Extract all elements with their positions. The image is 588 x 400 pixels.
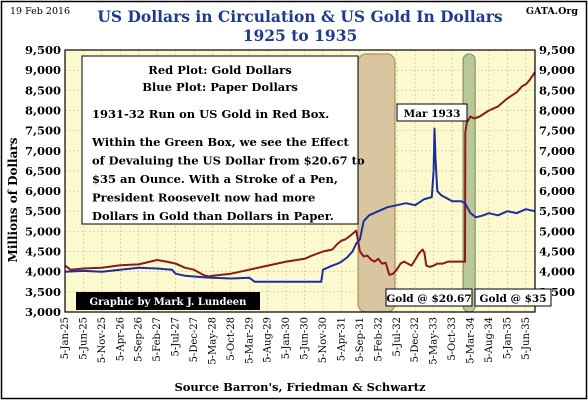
y-tick-label-right: 7,000 [539,144,575,158]
mar-1933-box [396,103,468,122]
series-layer [64,71,536,283]
x-tick-label: 5-May-33 [429,317,440,365]
y-tick-label-left: 9,500 [25,43,61,57]
y-tick-label-left: 7,000 [25,144,61,158]
y-tick-label-right: 9,000 [539,63,575,77]
gold-35-label: Gold @ $35 [479,293,546,305]
y-tick-label-right: 4,500 [539,245,575,259]
x-axis: 5-Jan-25 5-Jun-25 5-Nov-25 5-Apr-26 5-Sep-26… [60,317,532,365]
plot-border [64,49,536,313]
x-tick-label: 5-Jan-35 [502,317,513,359]
legend-red-text: Red Plot: Gold Dollars [148,63,291,77]
y-tick-label-left: 8,500 [25,83,61,97]
annotation-box [81,55,359,225]
credit-box [76,292,260,310]
x-tick-label: 5-Feb-32 [373,317,384,362]
y-tick-label-right: 6,000 [539,184,575,198]
y-axis-left: 3,000 3,500 4,000 4,500 5,000 5,500 6,000 6,500… [25,43,61,319]
y-tick-label-left: 5,000 [25,224,61,238]
x-tick-label: 5-Aug-29 [263,317,274,363]
devaluation-note: Within the Green Box, we see the Effect o… [91,135,365,223]
x-tick-label: 5-Mar-29 [244,317,255,364]
gold-35-box [474,288,552,307]
credit-label: Graphic by Mark J. Lundeen [90,297,248,308]
x-tick-label: 5-Oct-28 [226,317,237,361]
y-axis-title: Millions of Dollars [6,137,20,262]
x-tick-label: 5-Dec-32 [410,317,421,362]
legend-blue-text: Blue Plot: Paper Dollars [142,80,298,94]
y-tick-label-left: 3,500 [25,285,61,299]
x-tick-label: 5-Nov-25 [97,317,108,363]
y-tick-label-right: 6,500 [539,164,575,178]
y-tick-label-right: 5,000 [539,224,575,238]
mar-1933-label: Mar 1933 [404,108,461,120]
series-line-paper-dollars [64,127,536,283]
y-tick-label-left: 6,500 [25,164,61,178]
x-tick-label: 5-Jul-32 [392,317,403,357]
source-tag: GATA.Org [526,6,578,17]
y-tick-label-right: 9,500 [539,43,575,57]
x-tick-label: 5-Aug-34 [484,317,495,363]
y-tick-label-left: 4,500 [25,245,61,259]
y-tick-label-left: 8,000 [25,103,61,117]
y-tick-label-left: 3,000 [25,305,61,319]
gold-2067-box [385,288,473,307]
y-tick-label-right: 8,500 [539,83,575,97]
x-tick-label: 5-Mar-34 [465,317,476,364]
date-label: 19 Feb 2016 [10,6,70,17]
y-tick-label-left: 6,000 [25,184,61,198]
x-tick-label: 5-Jun-30 [300,317,311,360]
y-tick-label-left: 9,000 [25,63,61,77]
y-tick-label-left: 7,500 [25,124,61,138]
x-tick-label: 5-Nov-30 [318,317,329,363]
x-tick-label: 5-Oct-33 [447,317,458,361]
x-tick-label: 5-Jan-25 [60,317,71,359]
gold-run-note: 1931-32 Run on US Gold in Red Box. [92,107,329,121]
x-tick-label: 5-Jul-27 [171,317,182,357]
chart-title: US Dollars in Circulation & US Gold In D… [97,7,503,26]
x-tick-label: 5-Feb-27 [152,317,163,362]
y-tick-label-right: 5,500 [539,204,575,218]
x-tick-label: 5-Sep-31 [355,317,366,362]
x-tick-label: 5-Sep-26 [134,317,145,362]
y-tick-label-right: 4,000 [539,265,575,279]
x-axis-title: Source Barron's, Friedman & Schwartz [174,380,426,394]
chart-subtitle: 1925 to 1935 [243,26,358,45]
x-tick-label: 5-Apr-26 [115,317,126,361]
y-tick-label-right: 8,000 [539,103,575,117]
x-tick-label: 5-May-28 [207,317,218,365]
x-tick-label: 5-Dec-27 [189,317,200,362]
x-tick-label: 5-Apr-31 [336,317,347,361]
x-tick-label: 5-Jan-30 [281,317,292,359]
y-tick-label-left: 5,500 [25,204,61,218]
series-line-gold-dollars [64,71,536,278]
y-tick-label-left: 4,000 [25,265,61,279]
x-tick-label: 5-Jun-25 [78,317,89,360]
x-tick-label: 5-Jun-35 [521,317,532,360]
y-tick-label-right: 7,500 [539,124,575,138]
gold-2067-label: Gold @ $20.67 [386,293,471,305]
